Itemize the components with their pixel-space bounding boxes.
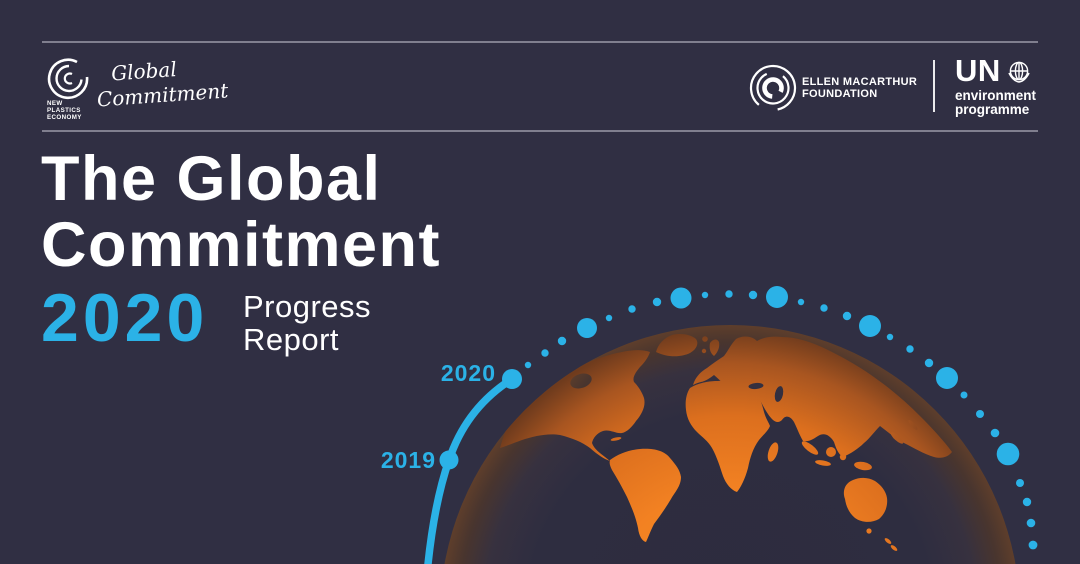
island-japan (890, 432, 904, 444)
continent-africa (685, 380, 770, 492)
continent-south-america (609, 448, 681, 542)
timeline-dot-2020 (502, 369, 522, 389)
global-commitment-wordmark: Global Commitment (94, 53, 229, 112)
island-greenland (656, 334, 698, 357)
emf-name-line1: ELLEN MACARTHUR (802, 76, 918, 88)
island-madagascar (767, 442, 779, 462)
header-rule-top (42, 41, 1038, 43)
report-year: 2020 (41, 280, 209, 356)
island-iceland (702, 336, 708, 342)
island-new-zealand-south (890, 545, 898, 551)
island-new-zealand-north (884, 538, 892, 544)
island-britain (709, 339, 720, 356)
header-rule-bottom (42, 130, 1038, 132)
globe-continents (500, 334, 952, 551)
island-java (815, 460, 831, 466)
continent-eurasia (693, 336, 952, 458)
subtitle-line2: Report (243, 322, 340, 357)
un-acronym: UN (955, 53, 1001, 88)
un-globe-laurel-icon (1008, 61, 1030, 83)
hudson-bay (570, 373, 592, 389)
un-environment-programme-logo: UN environment programme (955, 53, 1037, 117)
island-ireland (701, 348, 707, 354)
npe-name-line3: ECONOMY (47, 113, 82, 121)
page-title-line1: The Global (41, 144, 382, 214)
continent-north-america (500, 350, 650, 461)
npe-name-line2: PLASTICS (47, 106, 81, 114)
page-title-line2: Commitment (41, 210, 442, 280)
emf-name-line2: FOUNDATION (802, 87, 878, 100)
unep-line2: programme (955, 102, 1030, 117)
island-caribbean (610, 437, 622, 441)
continent-australia (843, 477, 888, 522)
timeline-dots (439, 286, 1038, 550)
ellen-macarthur-foundation-name: ELLEN MACARTHUR FOUNDATION (802, 76, 918, 100)
island-sulawesi (839, 453, 847, 461)
npe-name-line1: NEW (47, 100, 63, 107)
island-borneo (826, 447, 836, 457)
new-plastics-economy-spiral-icon (47, 58, 89, 100)
subtitle-line1: Progress (243, 289, 372, 324)
island-tasmania (866, 528, 872, 534)
caspian-sea (774, 386, 784, 402)
inland-seas (570, 373, 784, 402)
island-philippines (835, 434, 843, 446)
island-new-guinea (854, 461, 872, 471)
ellen-macarthur-foundation-circles-icon (749, 64, 797, 112)
page-title: The Global Commitment (41, 146, 441, 278)
timeline-label-2020: 2020 (440, 360, 496, 386)
island-sakhalin (908, 419, 918, 431)
timeline-label-2019: 2019 (380, 447, 436, 473)
logo-divider (933, 60, 935, 112)
black-sea (748, 382, 764, 390)
island-sumatra (801, 441, 819, 455)
report-subtitle: Progress Report (243, 290, 371, 356)
unep-line1: environment (955, 88, 1037, 103)
timeline-dot-2019 (439, 450, 459, 470)
new-plastics-economy-name: NEW PLASTICS ECONOMY (47, 100, 82, 121)
